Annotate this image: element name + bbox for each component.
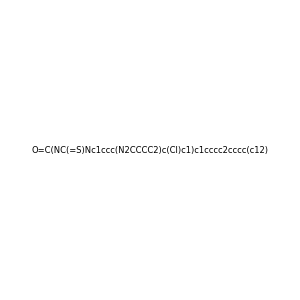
Text: O=C(NC(=S)Nc1ccc(N2CCCC2)c(Cl)c1)c1cccc2cccc(c12): O=C(NC(=S)Nc1ccc(N2CCCC2)c(Cl)c1)c1cccc2… bbox=[32, 146, 268, 154]
